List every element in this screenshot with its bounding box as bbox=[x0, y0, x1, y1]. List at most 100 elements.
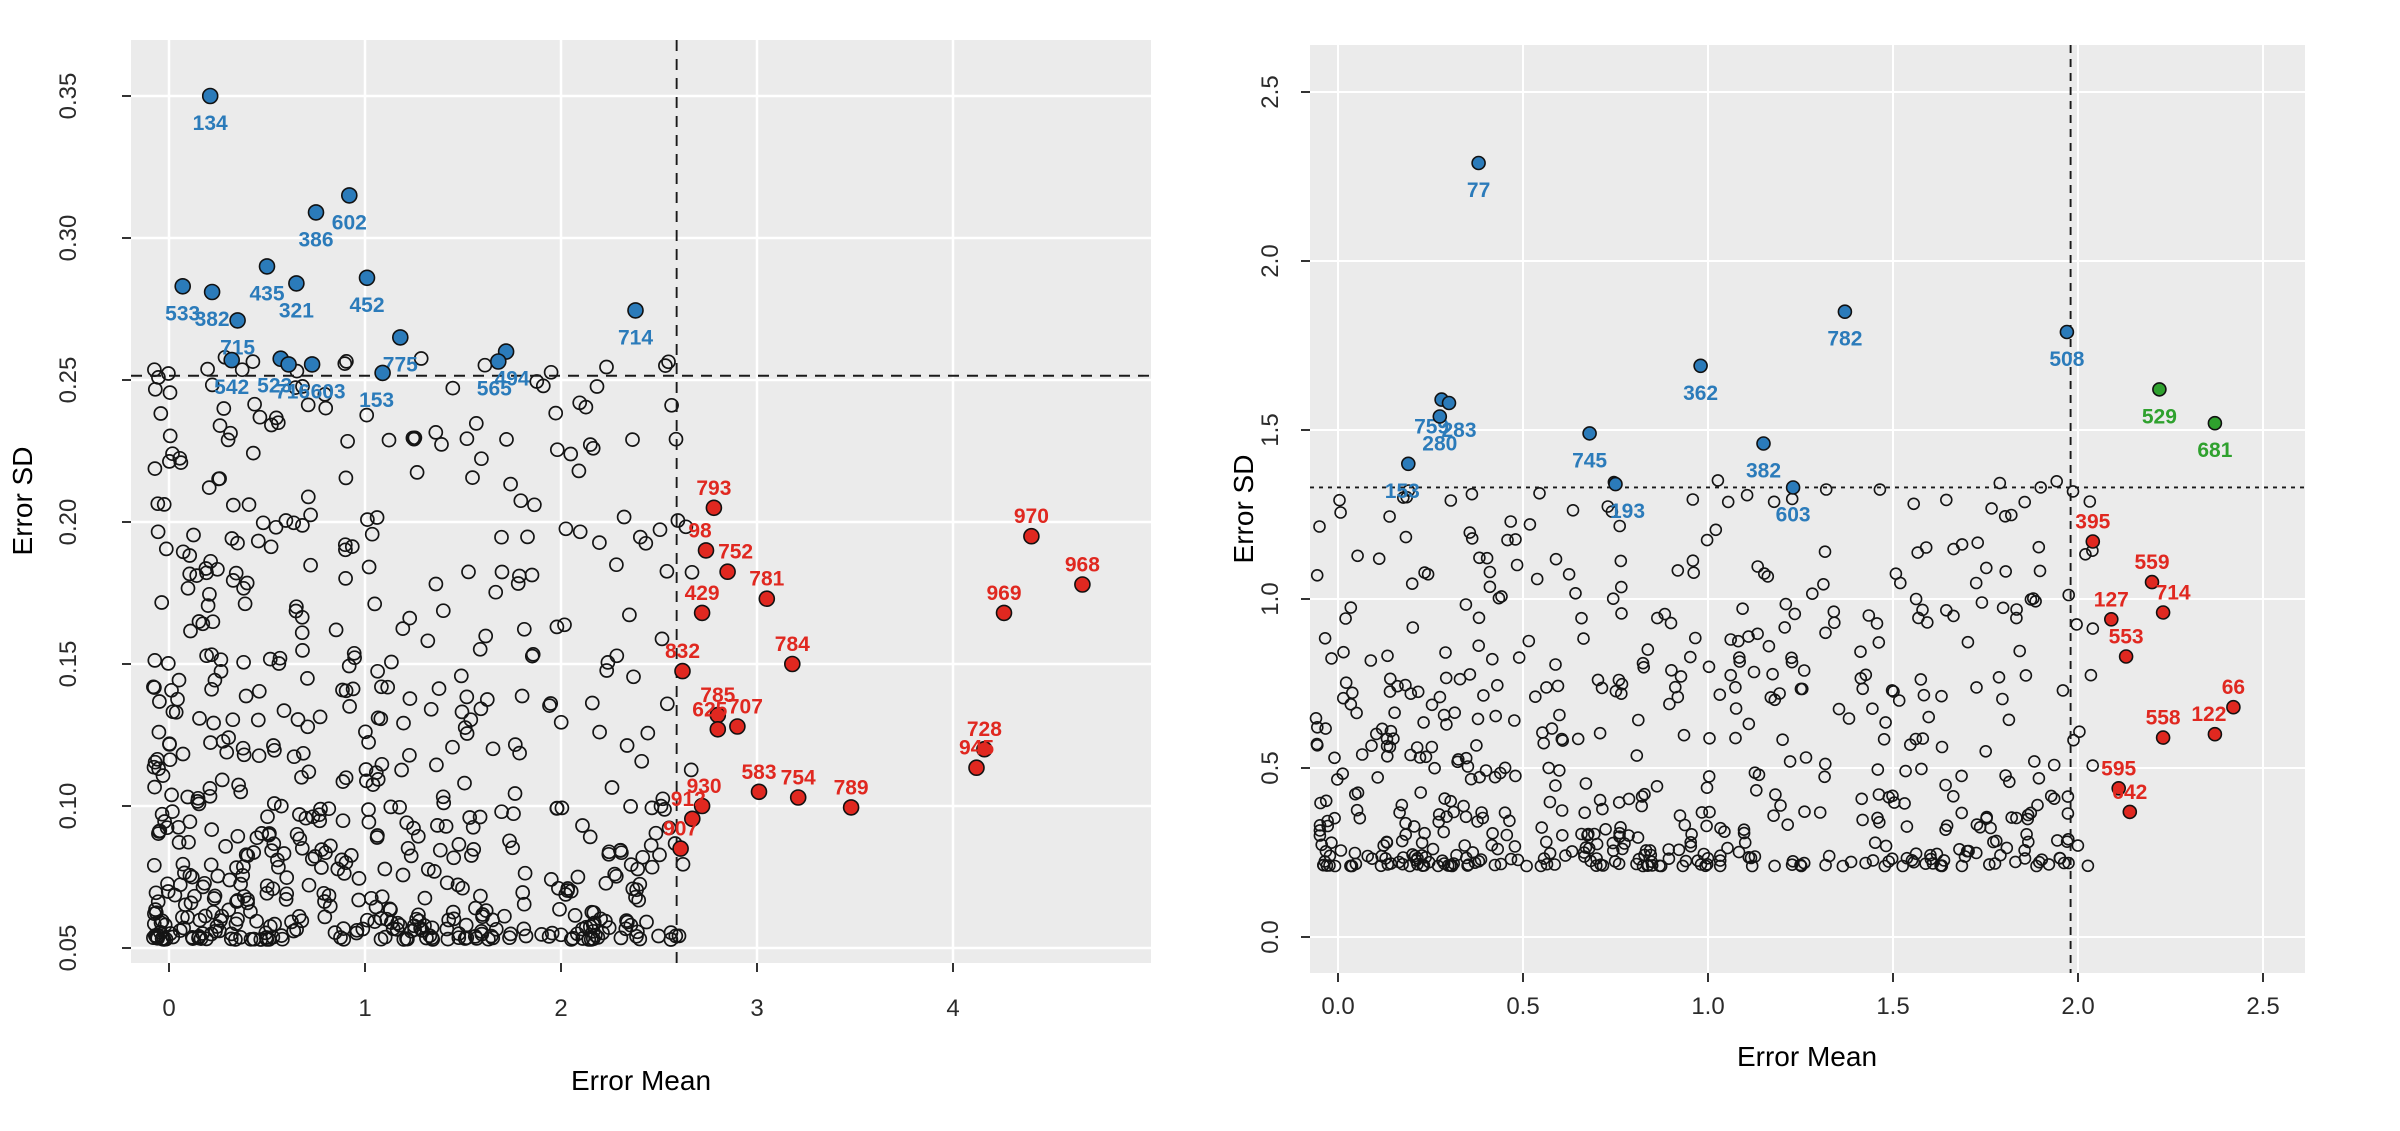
data-point-open bbox=[200, 598, 216, 613]
data-point-open bbox=[2066, 485, 2080, 498]
data-point-open bbox=[251, 683, 267, 699]
data-point-open bbox=[203, 857, 219, 873]
data-point-open bbox=[323, 838, 338, 854]
data-point-open bbox=[426, 864, 442, 879]
data-point-open bbox=[223, 425, 238, 441]
data-point-sd-outlier bbox=[203, 283, 221, 301]
data-point-open bbox=[1530, 572, 1544, 586]
data-point-open bbox=[164, 787, 179, 803]
data-point-open bbox=[1344, 601, 1358, 614]
y-tick-label: 0.20 bbox=[55, 499, 82, 546]
data-point-open bbox=[202, 781, 218, 796]
data-point-open bbox=[502, 930, 517, 946]
data-point-open bbox=[313, 801, 328, 817]
data-point-open bbox=[1459, 598, 1473, 611]
data-point-open bbox=[1724, 668, 1738, 682]
data-point-open bbox=[417, 890, 433, 906]
data-point-mean-outlier bbox=[2207, 726, 2223, 742]
data-point-open bbox=[235, 740, 251, 756]
data-point-open bbox=[441, 912, 457, 928]
point-label: 193 bbox=[1610, 500, 1645, 523]
data-point-open bbox=[1540, 681, 1553, 694]
data-point-sd-outlier bbox=[374, 364, 391, 382]
data-point-open bbox=[1384, 724, 1398, 738]
data-point-open bbox=[549, 800, 565, 816]
data-point-open bbox=[245, 354, 261, 369]
data-point-open bbox=[1688, 631, 1702, 645]
y-axis-title: Error SD bbox=[7, 447, 38, 556]
data-point-open bbox=[1399, 530, 1413, 544]
data-point-open bbox=[671, 928, 687, 944]
data-point-sd-outlier bbox=[627, 302, 644, 319]
data-point-open bbox=[1461, 760, 1475, 773]
data-point-open bbox=[438, 819, 454, 834]
data-point-open bbox=[347, 650, 362, 666]
data-point-open bbox=[266, 796, 282, 811]
data-point-open bbox=[1922, 710, 1936, 724]
data-point-open bbox=[1631, 831, 1645, 844]
data-point-open bbox=[373, 711, 389, 727]
data-point-open bbox=[1872, 815, 1886, 829]
data-point-open bbox=[1946, 789, 1960, 803]
data-point-open bbox=[1453, 672, 1467, 686]
data-point-open bbox=[1328, 751, 1341, 765]
data-point-mean-outlier bbox=[995, 604, 1013, 622]
data-point-open bbox=[515, 885, 531, 900]
data-point-open bbox=[395, 867, 411, 883]
data-point-open bbox=[1916, 732, 1930, 745]
data-point-open bbox=[1403, 859, 1417, 873]
data-point-open bbox=[162, 428, 178, 444]
data-point-open bbox=[150, 524, 166, 540]
data-point-mean-outlier bbox=[2085, 534, 2101, 549]
data-point-open bbox=[1470, 739, 1483, 752]
data-point-open bbox=[1635, 799, 1649, 813]
data-point-open bbox=[534, 927, 549, 942]
data-point-open bbox=[154, 595, 170, 610]
data-point-open bbox=[1472, 611, 1486, 625]
data-point-open bbox=[156, 932, 172, 947]
data-point-open bbox=[516, 896, 532, 912]
data-point-open bbox=[338, 571, 353, 586]
data-point-open bbox=[609, 557, 624, 573]
data-point-open bbox=[1421, 567, 1435, 581]
data-point-open bbox=[2031, 798, 2044, 812]
point-label: 707 bbox=[728, 696, 763, 719]
data-point-open bbox=[268, 410, 284, 426]
data-point-open bbox=[180, 789, 196, 805]
data-point-open bbox=[399, 815, 415, 831]
data-point-open bbox=[1637, 660, 1651, 674]
data-point-open bbox=[300, 489, 316, 505]
data-point-open bbox=[1540, 857, 1554, 871]
data-point-open bbox=[1355, 748, 1369, 761]
data-point-open bbox=[204, 822, 220, 837]
data-point-open bbox=[459, 431, 475, 447]
data-point-open bbox=[472, 641, 488, 657]
data-point-open bbox=[1475, 806, 1488, 819]
data-point-open bbox=[1512, 651, 1526, 664]
data-point-open bbox=[1500, 828, 1514, 842]
data-point-open bbox=[451, 930, 467, 946]
data-point-open bbox=[1437, 708, 1451, 722]
data-point-open bbox=[425, 932, 441, 947]
point-label: 968 bbox=[1065, 554, 1100, 577]
data-point-open bbox=[582, 829, 598, 845]
data-point-mean-outlier bbox=[2155, 605, 2171, 620]
data-point-open bbox=[383, 799, 399, 815]
data-point-open bbox=[1615, 607, 1628, 620]
data-point-open bbox=[147, 461, 163, 476]
data-point-open bbox=[336, 921, 351, 936]
data-point-open bbox=[541, 929, 557, 944]
data-point-open bbox=[238, 688, 254, 704]
data-point-open bbox=[1873, 483, 1887, 496]
data-point-open bbox=[1768, 693, 1782, 707]
data-point-open bbox=[381, 432, 397, 448]
data-point-open bbox=[303, 507, 318, 523]
data-point-open bbox=[1522, 634, 1536, 648]
data-point-open bbox=[185, 931, 201, 946]
data-point-open bbox=[220, 432, 236, 448]
point-label: 595 bbox=[2101, 757, 2136, 780]
data-point-open bbox=[494, 564, 510, 580]
data-point-open bbox=[1721, 841, 1734, 855]
data-point-open bbox=[411, 907, 426, 923]
